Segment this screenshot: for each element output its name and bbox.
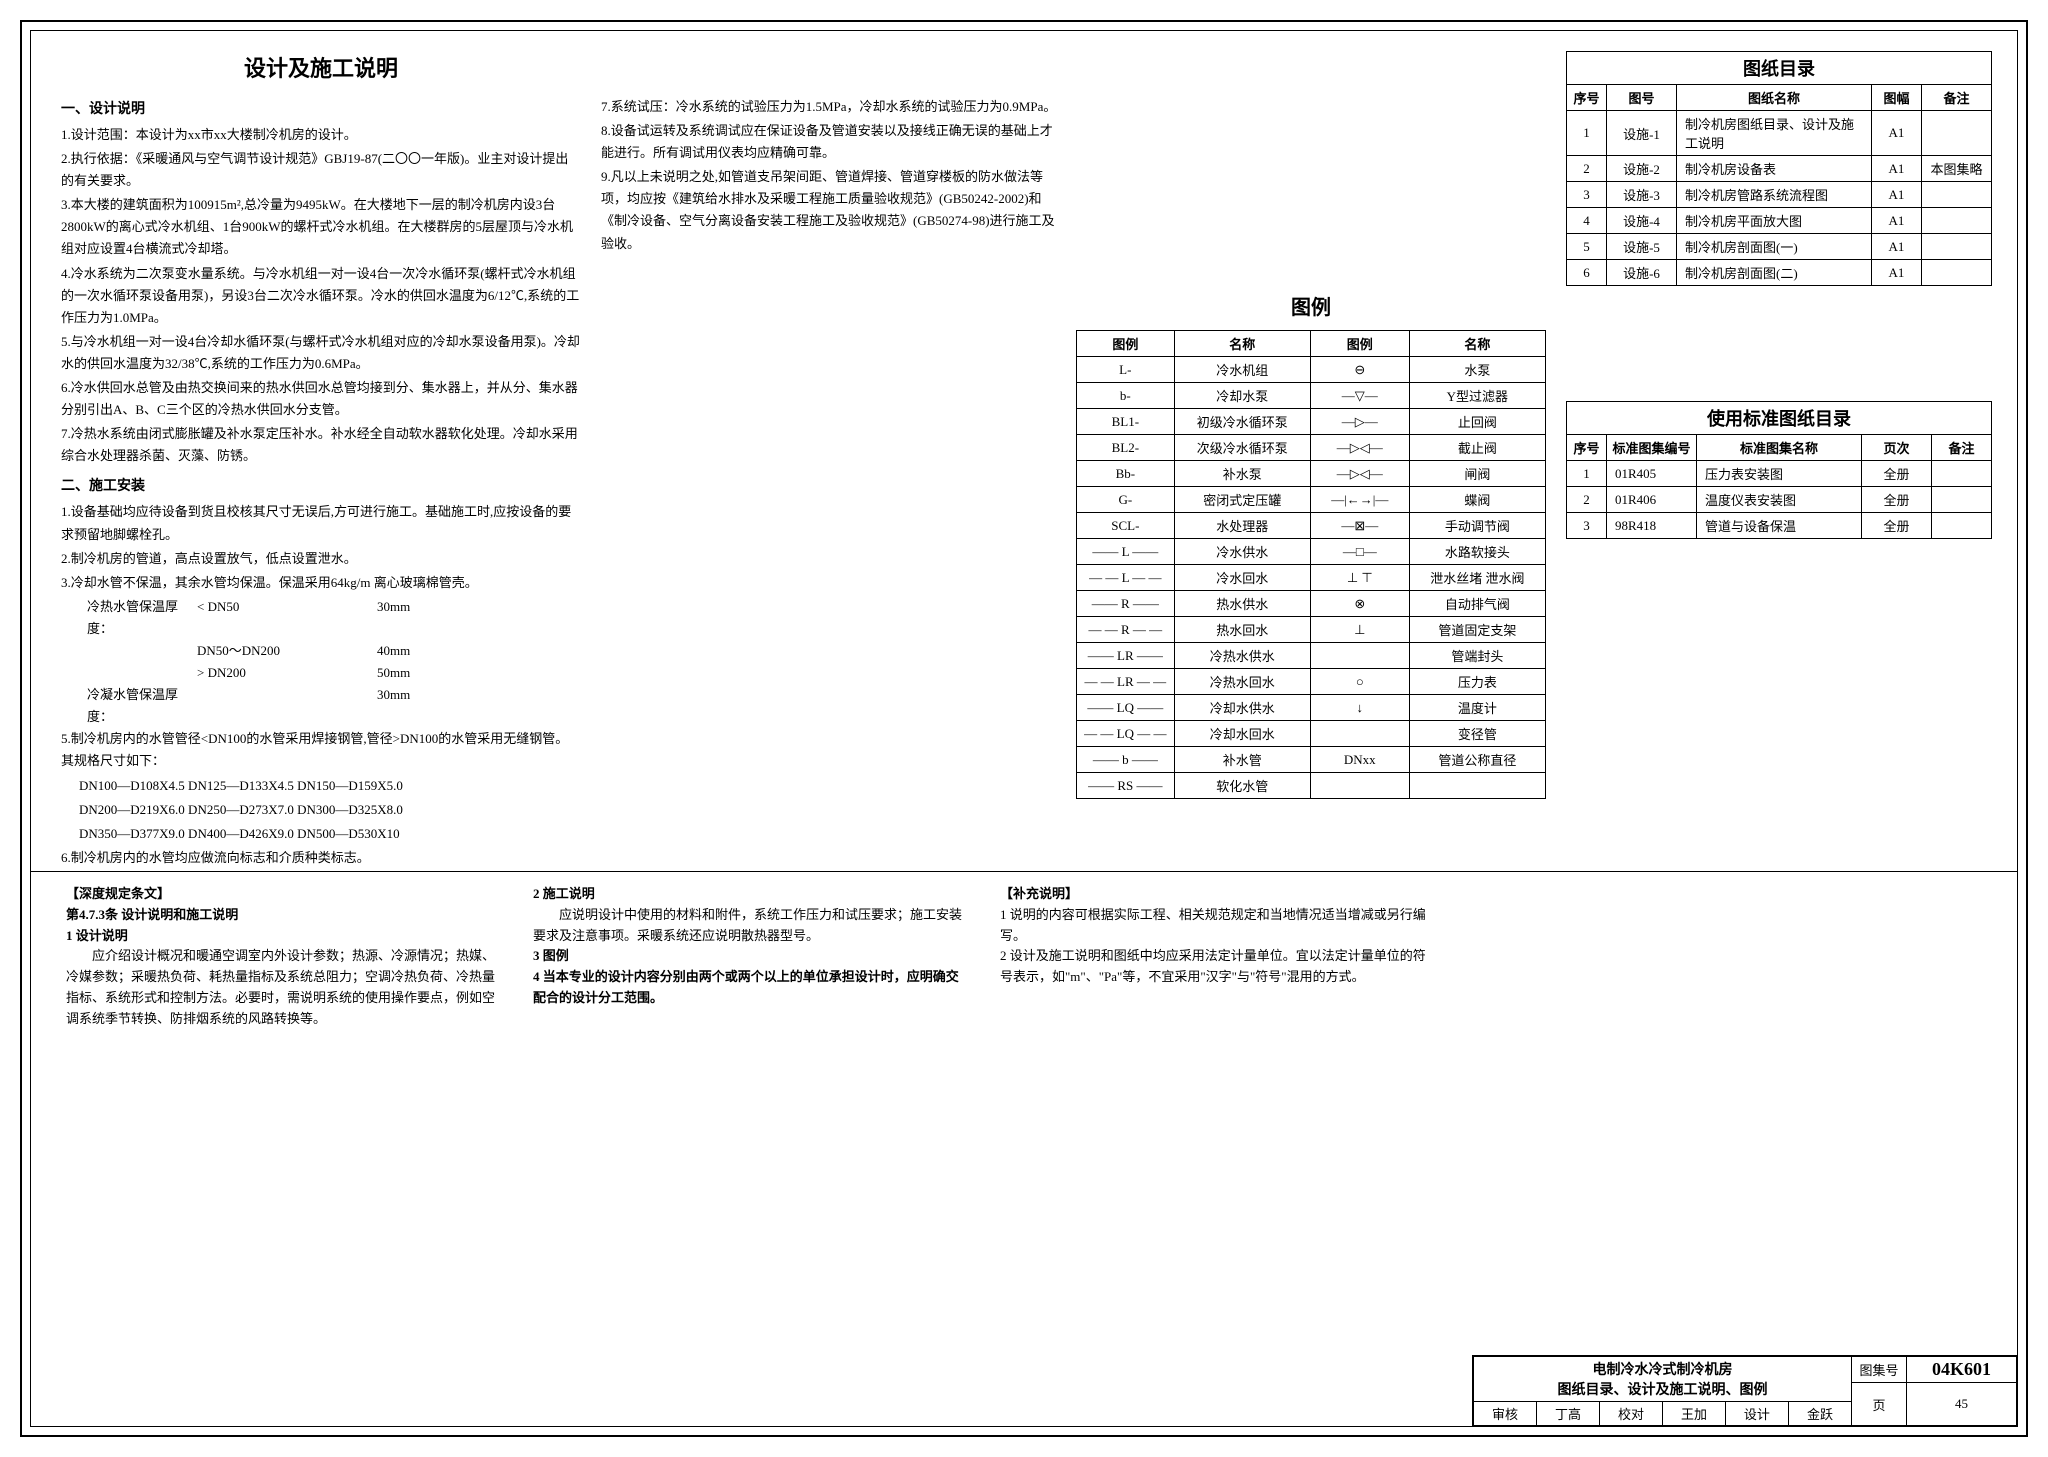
install-note: 1.设备基础均应待设备到货且校核其尺寸无误后,方可进行施工。基础施工时,应按设备… — [61, 501, 581, 545]
mid-note: 8.设备试运转及系统调试应在保证设备及管道安装以及接线正确无误的基础上才能进行。… — [601, 120, 1061, 164]
legend-row: —— b ——补水管DNxx管道公称直径 — [1077, 747, 1546, 773]
design-note: 3.本大楼的建筑面积为100915m²,总冷量为9495kW。在大楼地下一层的制… — [61, 194, 581, 260]
catalog-column: 图纸目录 序号 图号 图纸名称 图幅 备注 1设施-1制冷机房图纸目录、设计及施… — [1551, 41, 1997, 861]
section-a-title: 一、设计说明 — [61, 98, 581, 118]
catalog-row: 1设施-1制冷机房图纸目录、设计及施工说明A1 — [1567, 111, 1992, 156]
page-frame: 设计及施工说明 一、设计说明 1.设计范围：本设计为xx市xx大楼制冷机房的设计… — [20, 20, 2028, 1437]
std-row: 398R418管道与设备保温全册 — [1567, 513, 1992, 539]
title-block: 电制冷水冷式制冷机房 图纸目录、设计及施工说明、图例 图集号 04K601 页 … — [1472, 1355, 2017, 1426]
legend-row: — — LQ — —冷却水回水变径管 — [1077, 721, 1546, 747]
bottom-section: 【深度规定条文】 第4.7.3条 设计说明和施工说明 1 设计说明 应介绍设计概… — [31, 871, 2017, 1121]
legend-row: L-冷水机组⊖水泵 — [1077, 357, 1546, 383]
construction-clause: 2 施工说明 应说明设计中使用的材料和附件，系统工作压力和试压要求；施工安装要求… — [518, 884, 985, 1121]
standard-catalog: 使用标准图纸目录 序号 标准图集编号 标准图集名称 页次 备注 101R405压… — [1566, 401, 1992, 539]
inner-frame: 设计及施工说明 一、设计说明 1.设计范围：本设计为xx市xx大楼制冷机房的设计… — [30, 30, 2018, 1427]
design-note: 4.冷水系统为二次泵变水量系统。与冷水机组一对一设4台一次冷水循环泵(螺杆式冷水… — [61, 263, 581, 329]
legend-row: —— L ——冷水供水—□—水路软接头 — [1077, 539, 1546, 565]
std-row: 201R406温度仪表安装图全册 — [1567, 487, 1992, 513]
catalog-row: 6设施-6制冷机房剖面图(二)A1 — [1567, 260, 1992, 286]
legend-row: —— LQ ——冷却水供水↓温度计 — [1077, 695, 1546, 721]
section-b-title: 二、施工安装 — [61, 475, 581, 495]
depth-clause: 【深度规定条文】 第4.7.3条 设计说明和施工说明 1 设计说明 应介绍设计概… — [51, 884, 518, 1121]
ins-header: 冷热水管保温厚度： — [87, 596, 197, 640]
mid-note: 9.凡以上未说明之处,如管道支吊架间距、管道焊接、管道穿楼板的防水做法等项，均应… — [601, 166, 1061, 254]
legend-row: — — LR — —冷热水回水○压力表 — [1077, 669, 1546, 695]
legend-row: —— R ——热水供水⊗自动排气阀 — [1077, 591, 1546, 617]
pipe-spec: DN350—D377X9.0 DN400—D426X9.0 DN500—D530… — [79, 823, 581, 845]
main-title: 设计及施工说明 — [61, 51, 581, 83]
legend-row: —— RS ——软化水管 — [1077, 773, 1546, 799]
catalog-row: 5设施-5制冷机房剖面图(一)A1 — [1567, 234, 1992, 260]
design-note: 2.执行依据：《采暖通风与空气调节设计规范》GBJ19-87(二〇〇一年版)。业… — [61, 148, 581, 192]
left-column: 设计及施工说明 一、设计说明 1.设计范围：本设计为xx市xx大楼制冷机房的设计… — [51, 41, 591, 861]
pipe-spec: DN100—D108X4.5 DN125—D133X4.5 DN150—D159… — [79, 775, 581, 797]
legend-title: 图例 — [1076, 291, 1546, 320]
legend-row: Bb-补水泵—▷◁—闸阀 — [1077, 461, 1546, 487]
supplement-clause: 【补充说明】 1 说明的内容可根据实际工程、相关规范规定和当地情况适当增减或另行… — [985, 884, 1997, 1121]
catalog-row: 3设施-3制冷机房管路系统流程图A1 — [1567, 182, 1992, 208]
design-note: 6.冷水供回水总管及由热交换间来的热水供回水总管均接到分、集水器上，并从分、集水… — [61, 377, 581, 421]
legend-row: — — L — —冷水回水⊥ ⊤泄水丝堵 泄水阀 — [1077, 565, 1546, 591]
note-5: 5.制冷机房内的水管管径<DN100的水管采用焊接钢管,管径>DN100的水管采… — [61, 728, 581, 772]
legend-row: SCL-水处理器—⊠—手动调节阀 — [1077, 513, 1546, 539]
mid-column: 7.系统试压：冷水系统的试验压力为1.5MPa，冷却水系统的试验压力为0.9MP… — [591, 41, 1071, 861]
install-note: 3.冷却水管不保温，其余水管均保温。保温采用64kg/m 离心玻璃棉管壳。 — [61, 572, 581, 594]
content-top: 设计及施工说明 一、设计说明 1.设计范围：本设计为xx市xx大楼制冷机房的设计… — [31, 31, 2017, 871]
std-row: 101R405压力表安装图全册 — [1567, 461, 1992, 487]
pipe-spec: DN200—D219X6.0 DN250—D273X7.0 DN300—D325… — [79, 799, 581, 821]
design-note: 7.冷热水系统由闭式膨胀罐及补水泵定压补水。补水经全自动软水器软化处理。冷却水采… — [61, 423, 581, 467]
legend-row: G-密闭式定压罐—|←→|—蝶阀 — [1077, 487, 1546, 513]
design-note: 5.与冷水机组一对一设4台冷却水循环泵(与螺杆式冷水机组对应的冷却水泵设备用泵)… — [61, 331, 581, 375]
legend-row: —— LR ——冷热水供水管端封头 — [1077, 643, 1546, 669]
legend-row: — — R — —热水回水⊥管道固定支架 — [1077, 617, 1546, 643]
legend-table: 图例 名称 图例 名称 L-冷水机组⊖水泵b-冷却水泵—▽—Y型过滤器BL1-初… — [1076, 330, 1546, 799]
insulation-specs: 冷热水管保温厚度： < DN50 30mm DN50～DN200 40mm > … — [87, 596, 581, 729]
design-note: 1.设计范围：本设计为xx市xx大楼制冷机房的设计。 — [61, 124, 581, 146]
legend-row: BL2-次级冷水循环泵—▷◁—截止阀 — [1077, 435, 1546, 461]
legend-row: BL1-初级冷水循环泵—▷—止回阀 — [1077, 409, 1546, 435]
mid-note: 7.系统试压：冷水系统的试验压力为1.5MPa，冷却水系统的试验压力为0.9MP… — [601, 96, 1061, 118]
drawing-catalog: 图纸目录 序号 图号 图纸名称 图幅 备注 1设施-1制冷机房图纸目录、设计及施… — [1566, 51, 1992, 286]
legend-row: b-冷却水泵—▽—Y型过滤器 — [1077, 383, 1546, 409]
catalog-row: 4设施-4制冷机房平面放大图A1 — [1567, 208, 1992, 234]
install-note: 2.制冷机房的管道，高点设置放气，低点设置泄水。 — [61, 548, 581, 570]
legend-column: 图例 图例 名称 图例 名称 L-冷水机组⊖水泵b-冷却水泵—▽—Y型过滤器BL… — [1071, 41, 1551, 861]
note-6: 6.制冷机房内的水管均应做流向标志和介质种类标志。 — [61, 847, 581, 869]
catalog-row: 2设施-2制冷机房设备表A1本图集略 — [1567, 156, 1992, 182]
